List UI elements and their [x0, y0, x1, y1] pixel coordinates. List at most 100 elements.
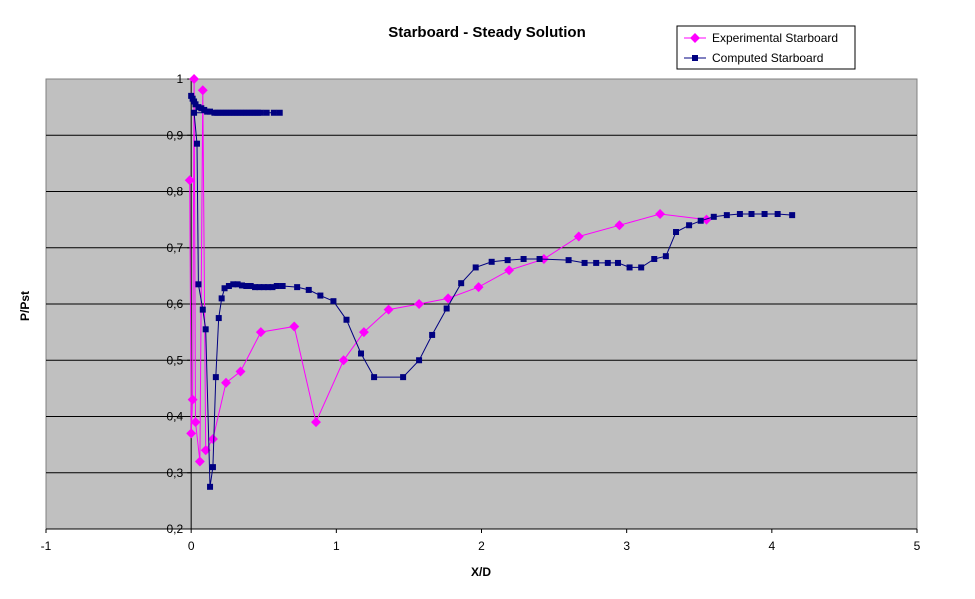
- data-point: [207, 434, 218, 444]
- data-point: [209, 464, 216, 471]
- y-tick-labels: 0,2 0,3 0,4 0,5 0,6 0,7 0,8 0,9 1: [166, 72, 192, 536]
- data-point: [789, 212, 796, 219]
- data-point: [234, 281, 241, 288]
- data-point: [593, 259, 600, 266]
- data-point: [701, 214, 712, 225]
- data-point: [193, 140, 200, 147]
- data-point: [736, 211, 743, 217]
- data-point: [383, 304, 394, 315]
- legend-marker-computed: [692, 55, 698, 61]
- data-point: [638, 264, 645, 271]
- data-point: [651, 256, 658, 262]
- y-axis-label: P/Pst: [18, 291, 32, 321]
- data-point: [189, 74, 200, 84]
- data-point: [414, 299, 425, 309]
- legend-label-computed: Computed Starboard: [712, 51, 823, 65]
- data-point: [273, 283, 280, 289]
- data-point: [269, 284, 276, 291]
- x-tick-label: 1: [333, 539, 340, 553]
- legend-box: [676, 25, 856, 70]
- data-point: [614, 259, 621, 266]
- data-point: [252, 284, 259, 291]
- x-axis-label: X/D: [471, 565, 491, 579]
- data-point: [761, 211, 768, 217]
- data-point: [686, 222, 693, 229]
- x-tick-label: 2: [478, 539, 485, 553]
- data-point: [257, 109, 264, 116]
- data-point: [317, 292, 324, 299]
- data-point: [330, 298, 337, 305]
- y-tick-label: 1: [176, 72, 183, 86]
- x-tick-label: 5: [914, 539, 921, 553]
- data-point: [311, 417, 321, 428]
- data-point: [215, 315, 222, 322]
- data-point: [488, 258, 495, 265]
- data-point: [565, 257, 572, 264]
- data-point: [207, 483, 214, 490]
- y-tick-label: 0,4: [166, 410, 183, 424]
- series-computed: [188, 92, 796, 490]
- data-point: [473, 282, 484, 293]
- data-point: [221, 377, 231, 388]
- data-point: [247, 283, 254, 289]
- data-point: [207, 108, 214, 115]
- data-point: [655, 209, 666, 219]
- data-point: [200, 445, 211, 456]
- data-point: [235, 366, 246, 377]
- x-tick-labels: -1 0 1 2 3 4 5: [41, 529, 921, 553]
- y-tick-label: 0,2: [166, 522, 183, 536]
- y-tick-label: 0,6: [166, 297, 183, 311]
- data-point: [265, 284, 272, 291]
- data-point: [458, 280, 465, 287]
- data-point: [504, 257, 511, 264]
- data-point: [186, 428, 197, 439]
- data-point: [673, 229, 680, 235]
- data-point: [520, 256, 527, 262]
- data-point: [187, 394, 198, 405]
- data-point: [289, 321, 300, 332]
- data-point: [260, 284, 267, 291]
- data-point: [243, 283, 250, 289]
- legend-label-experimental: Experimental Starboard: [712, 31, 838, 45]
- data-point: [573, 231, 584, 242]
- data-point: [221, 285, 228, 292]
- data-point: [472, 264, 479, 271]
- data-point: [256, 284, 263, 291]
- data-point: [358, 327, 369, 338]
- data-point: [279, 283, 286, 289]
- data-point: [614, 220, 625, 231]
- y-tick-label: 0,3: [166, 466, 183, 480]
- data-point: [202, 326, 209, 333]
- data-point: [338, 355, 349, 366]
- data-point: [723, 212, 730, 219]
- x-tick-label: -1: [41, 539, 52, 553]
- data-point: [710, 213, 717, 220]
- data-point: [263, 109, 270, 116]
- data-point: [536, 256, 543, 262]
- data-point: [358, 350, 365, 357]
- data-point: [429, 331, 436, 338]
- data-point: [626, 264, 633, 271]
- data-point: [184, 175, 195, 186]
- data-point: [199, 306, 206, 313]
- data-point: [194, 456, 205, 467]
- data-point: [195, 281, 202, 288]
- x-tick-label: 0: [188, 539, 195, 553]
- data-point: [230, 281, 237, 288]
- data-point: [748, 211, 755, 217]
- legend-marker-experimental: [690, 33, 700, 43]
- data-point: [197, 85, 208, 96]
- data-point: [443, 305, 450, 312]
- data-point: [343, 316, 350, 323]
- y-tick-label: 0,7: [166, 241, 183, 255]
- y-tick-label: 0,8: [166, 185, 183, 199]
- data-point: [255, 327, 266, 338]
- data-point: [191, 109, 198, 116]
- data-point: [662, 253, 669, 260]
- x-tick-label: 4: [768, 539, 775, 553]
- data-point: [400, 374, 407, 381]
- data-point: [276, 109, 283, 116]
- series-experimental: [184, 74, 712, 467]
- y-tick-label: 0,9: [166, 128, 183, 142]
